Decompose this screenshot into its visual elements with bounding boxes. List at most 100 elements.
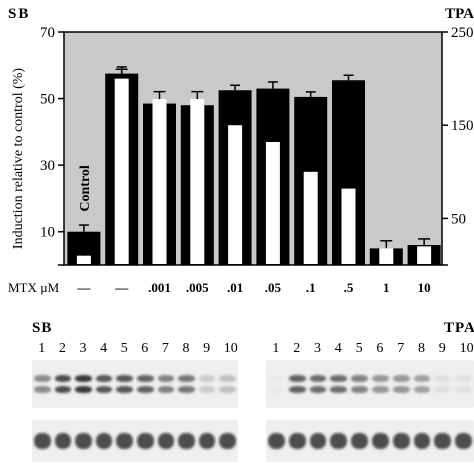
bar-tpa-4 bbox=[228, 125, 243, 264]
lane-number-8: 8 bbox=[418, 341, 425, 356]
left-tick-label-0: 10 bbox=[40, 225, 55, 241]
band-5-1 bbox=[116, 374, 133, 382]
band-6 bbox=[137, 433, 154, 449]
lane-number-9: 9 bbox=[438, 341, 446, 356]
band-9 bbox=[434, 433, 452, 449]
control-annotation: Control bbox=[78, 165, 93, 212]
band-1-2 bbox=[34, 386, 51, 394]
band-6-1 bbox=[372, 374, 389, 382]
lane-number-1: 1 bbox=[38, 341, 46, 356]
band-2 bbox=[54, 433, 72, 449]
band-7-2 bbox=[157, 386, 175, 394]
x-axis-label: MTX µM bbox=[8, 280, 60, 295]
x-tick-label-7: .5 bbox=[344, 280, 354, 295]
x-tick-label-0: — bbox=[76, 280, 91, 295]
band-8-1 bbox=[178, 374, 195, 382]
right-tick-label-2: 250 bbox=[451, 25, 474, 41]
lane-number-4: 4 bbox=[334, 341, 342, 356]
x-tick-label-3: .005 bbox=[186, 280, 209, 295]
band-5 bbox=[116, 433, 133, 449]
band-4-2 bbox=[330, 386, 348, 394]
band-2 bbox=[288, 433, 306, 449]
band-1-2 bbox=[268, 386, 285, 394]
bar-tpa-3 bbox=[190, 99, 205, 264]
lane-number-3: 3 bbox=[314, 341, 321, 356]
lane-number-2: 2 bbox=[293, 341, 301, 356]
lane-number-7: 7 bbox=[161, 341, 169, 356]
bar-tpa-0 bbox=[76, 255, 91, 264]
band-7 bbox=[392, 433, 410, 449]
band-1-1 bbox=[268, 374, 285, 382]
band-5 bbox=[351, 433, 368, 449]
band-9-1 bbox=[434, 374, 452, 382]
lane-number-7: 7 bbox=[397, 341, 405, 356]
lane-number-4: 4 bbox=[100, 341, 108, 356]
lane-number-5: 5 bbox=[120, 341, 128, 356]
band-2-1 bbox=[288, 374, 306, 382]
x-tick-label-8: 1 bbox=[383, 280, 390, 295]
band-2-1 bbox=[54, 374, 72, 382]
band-1 bbox=[268, 433, 285, 449]
band-7-2 bbox=[392, 386, 410, 394]
band-5-1 bbox=[351, 374, 368, 382]
band-3-2 bbox=[75, 386, 92, 394]
blot-left-label: SB bbox=[32, 320, 53, 336]
blot-right-top bbox=[266, 360, 474, 408]
blot-right-label: TPA bbox=[444, 320, 474, 336]
band-5-2 bbox=[351, 386, 368, 394]
lane-number-10: 10 bbox=[223, 341, 238, 356]
band-7-1 bbox=[157, 374, 175, 382]
bar-tpa-1 bbox=[114, 78, 129, 264]
x-tick-label-2: .001 bbox=[148, 280, 171, 295]
band-4-2 bbox=[95, 386, 113, 394]
bar-tpa-2 bbox=[152, 99, 167, 264]
x-tick-label-6: .1 bbox=[306, 280, 316, 295]
left-tick-label-2: 50 bbox=[40, 92, 55, 108]
lane-number-9: 9 bbox=[203, 341, 211, 356]
lane-number-2: 2 bbox=[58, 341, 66, 356]
blot-left-top bbox=[32, 360, 238, 408]
right-axis-title: TPA bbox=[445, 6, 474, 22]
band-6-2 bbox=[137, 386, 154, 394]
bar-tpa-5 bbox=[265, 141, 280, 264]
band-3-1 bbox=[309, 374, 327, 382]
band-10-2 bbox=[219, 386, 236, 394]
band-8 bbox=[413, 433, 431, 449]
band-9-2 bbox=[198, 386, 216, 394]
y-axis-label: Induction relative to control (%) bbox=[11, 68, 26, 249]
x-tick-label-1: — bbox=[114, 280, 129, 295]
band-9-1 bbox=[198, 374, 216, 382]
lane-number-5: 5 bbox=[355, 341, 363, 356]
band-4 bbox=[330, 433, 348, 449]
bar-tpa-6 bbox=[303, 171, 318, 264]
left-axis-title: SB bbox=[8, 6, 30, 22]
x-tick-label-5: .05 bbox=[265, 280, 282, 295]
band-1-1 bbox=[34, 374, 51, 382]
band-2-2 bbox=[288, 386, 306, 394]
band-3 bbox=[309, 433, 327, 449]
x-tick-label-9: 10 bbox=[418, 280, 431, 295]
band-10-2 bbox=[455, 386, 472, 394]
band-3-2 bbox=[309, 386, 327, 394]
band-8 bbox=[178, 433, 195, 449]
band-3 bbox=[75, 433, 92, 449]
x-tick-label-4: .01 bbox=[227, 280, 243, 295]
left-tick-label-1: 30 bbox=[40, 158, 55, 174]
blot-right-bottom bbox=[266, 420, 474, 462]
band-5-2 bbox=[116, 386, 133, 394]
band-6 bbox=[372, 433, 389, 449]
band-2-2 bbox=[54, 386, 72, 394]
band-10 bbox=[219, 433, 236, 449]
left-tick-label-3: 70 bbox=[40, 25, 55, 41]
right-tick-label-1: 150 bbox=[451, 118, 474, 134]
band-6-2 bbox=[372, 386, 389, 394]
band-4 bbox=[95, 433, 113, 449]
band-8-2 bbox=[178, 386, 195, 394]
lane-number-10: 10 bbox=[459, 341, 474, 356]
band-1 bbox=[34, 433, 51, 449]
band-7 bbox=[157, 433, 175, 449]
bar-tpa-8 bbox=[379, 248, 394, 264]
band-3-1 bbox=[75, 374, 92, 382]
band-7-1 bbox=[392, 374, 410, 382]
band-9-2 bbox=[434, 386, 452, 394]
